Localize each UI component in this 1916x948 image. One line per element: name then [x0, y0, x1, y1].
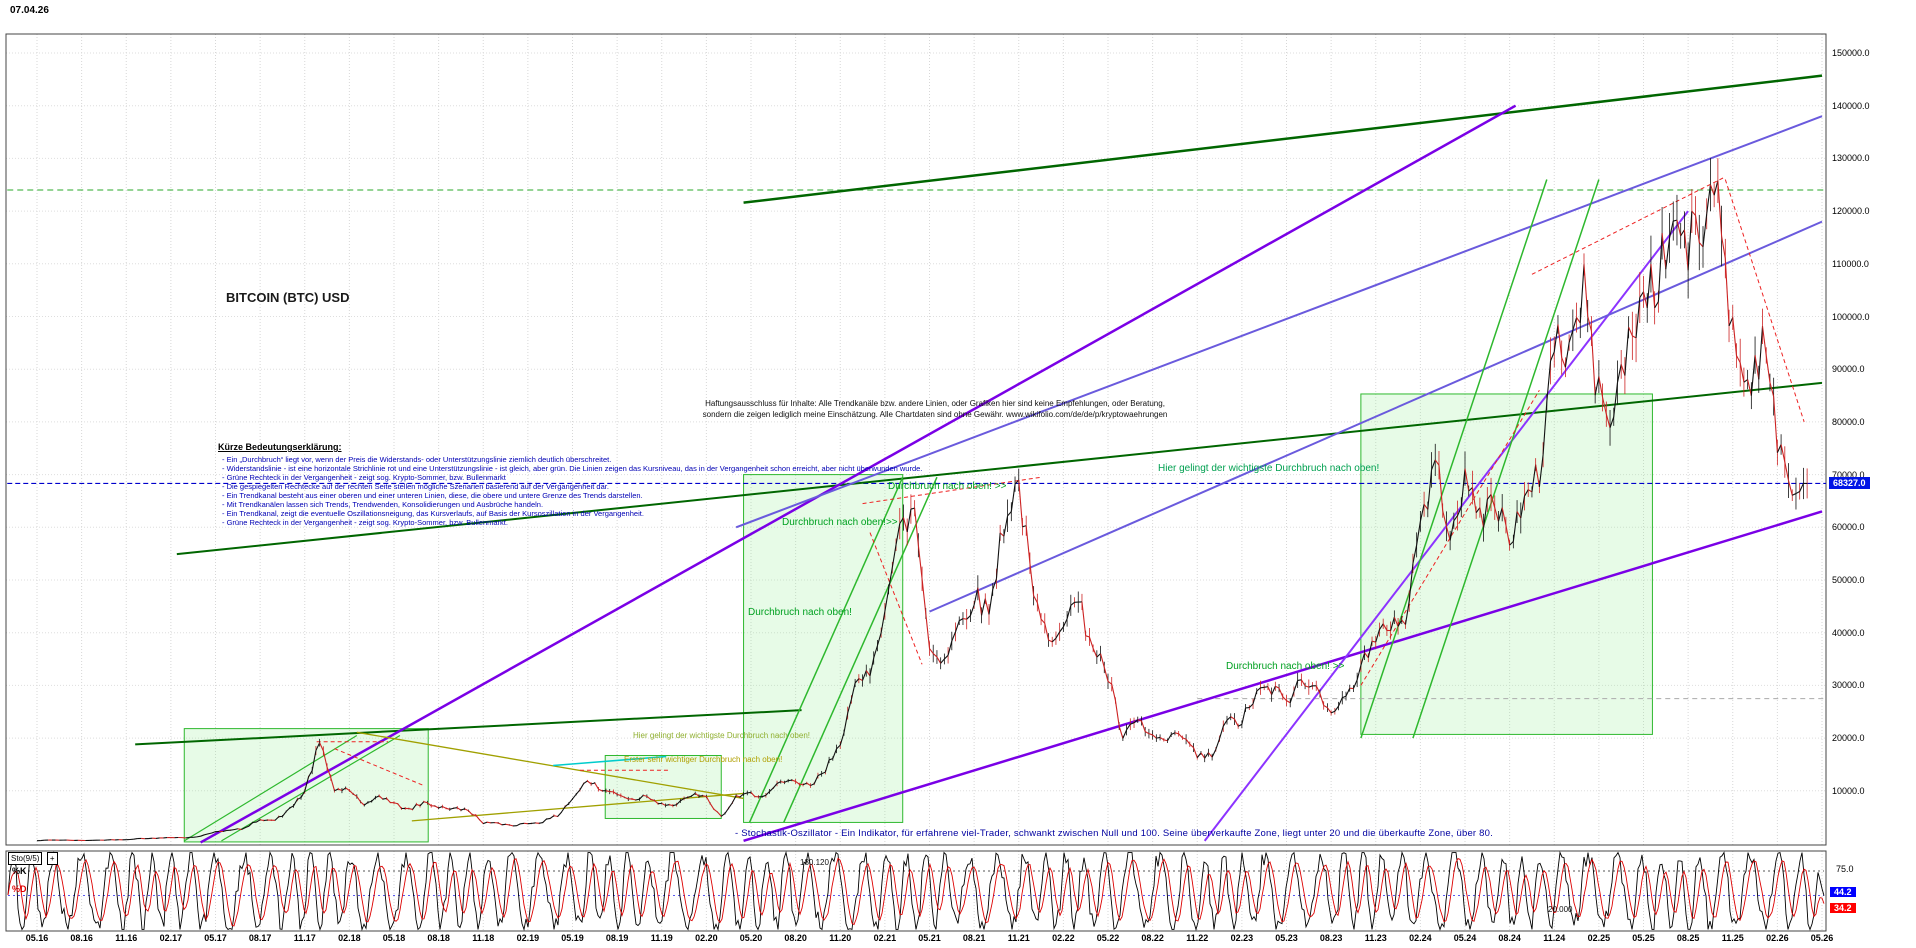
- x-axis-label: 08.17: [248, 933, 272, 943]
- chart-title: BITCOIN (BTC) USD: [226, 290, 350, 305]
- disclaimer-block: Haftungsausschluss für Inhalte: Alle Tre…: [703, 398, 1168, 420]
- y-axis-label: 80000.0: [1832, 416, 1865, 427]
- d-value-badge: 34.2: [1830, 903, 1856, 913]
- legend-block: - Ein „Durchbruch“ liegt vor, wenn der P…: [222, 455, 922, 527]
- stochastic-k-label: %K: [12, 866, 27, 876]
- legend-line: - Die gespiegelten Rechtecke auf der rec…: [222, 482, 609, 491]
- chart-annotation: Hier gelingt der wichtigste Durchbruch n…: [633, 731, 810, 740]
- x-axis-label: 02.24: [1409, 933, 1432, 943]
- x-axis-label: 08.16: [70, 933, 93, 943]
- x-axis-label: 05.16: [25, 933, 49, 943]
- x-axis-label: 02.25: [1587, 933, 1611, 943]
- oscillator-scale-label: 75.0: [1836, 864, 1854, 874]
- x-axis-label: 02.23: [1230, 933, 1254, 943]
- y-axis-label: 120000.0: [1832, 206, 1870, 217]
- oscillator-settings-button[interactable]: Sto(9/5): [8, 852, 43, 865]
- legend-line: - Ein Trendkanal besteht aus einer obere…: [222, 491, 643, 500]
- y-axis-label: 30000.0: [1832, 680, 1865, 691]
- x-axis-label: 11.24: [1543, 933, 1566, 943]
- y-axis-label: 50000.0: [1832, 575, 1865, 585]
- x-axis-label: 11.19: [650, 933, 673, 943]
- oscillator-annotation: 180.120: [800, 858, 829, 867]
- chart-annotation: Erster sehr wichtiger Durchbruch nach ob…: [624, 755, 783, 764]
- y-axis-label: 40000.0: [1832, 627, 1865, 638]
- y-axis-label: 60000.0: [1832, 522, 1865, 533]
- x-axis-label: 02.21: [873, 933, 897, 943]
- disclaimer-line-1: Haftungsausschluss für Inhalte: Alle Tre…: [705, 399, 1165, 408]
- x-axis-label: 05.19: [561, 933, 584, 943]
- x-axis-label: 02.17: [159, 933, 183, 943]
- x-axis-label: 11.16: [115, 933, 138, 943]
- x-axis-label: 02.26: [1766, 933, 1789, 943]
- x-axis-label: 05.20: [739, 933, 763, 943]
- x-axis-label: 02.22: [1052, 933, 1075, 943]
- x-axis-label: 11.21: [1007, 933, 1030, 943]
- oscillator-annotation: 20.000: [1548, 905, 1573, 914]
- y-axis-label: 90000.0: [1832, 364, 1865, 375]
- chart-annotation: Durchbruch nach oben!: [748, 607, 852, 618]
- legend-line: - Ein Trendkanal, zeigt die eventuelle O…: [222, 509, 644, 518]
- x-axis-label: 08.20: [784, 933, 807, 943]
- x-axis-label: 05.24: [1453, 933, 1477, 943]
- add-indicator-button[interactable]: +: [46, 852, 58, 865]
- x-axis-label: 11.25: [1721, 933, 1744, 943]
- x-axis-label: 05.26: [1810, 933, 1834, 943]
- y-axis-label: 70000.0: [1832, 469, 1865, 480]
- legend-line: - Ein „Durchbruch“ liegt vor, wenn der P…: [222, 455, 612, 464]
- x-axis-label: 11.17: [293, 933, 316, 943]
- x-axis-label: 08.25: [1676, 933, 1700, 943]
- x-axis-label: 11.18: [472, 933, 495, 943]
- oscillator-description: - Stochastik-Oszillator - Ein Indikator,…: [735, 828, 1493, 839]
- x-axis-label: 02.20: [695, 933, 718, 943]
- x-axis-label: 05.23: [1275, 933, 1298, 943]
- chart-annotation: Durchbruch nach oben! >>: [1226, 661, 1345, 672]
- x-axis-label: 08.23: [1319, 933, 1343, 943]
- x-axis-label: 05.21: [918, 933, 941, 943]
- x-axis-label: 11.20: [829, 933, 852, 943]
- legend-line: - Grüne Rechteck in der Vergangenheit - …: [222, 518, 508, 527]
- x-axis-label: 11.22: [1186, 933, 1209, 943]
- x-axis-label: 05.25: [1632, 933, 1655, 943]
- legend-heading: Kürze Bedeutungserklärung:: [218, 442, 342, 452]
- y-axis-label: 100000.0: [1832, 311, 1870, 322]
- x-axis-label: 05.18: [382, 933, 406, 943]
- x-axis-label: 08.21: [962, 933, 986, 943]
- x-axis-label: 08.22: [1141, 933, 1164, 943]
- y-axis-label: 140000.0: [1832, 100, 1870, 111]
- x-axis-label: 05.22: [1096, 933, 1120, 943]
- legend-line: - Grüne Rechteck in der Vergangenheit - …: [222, 473, 506, 482]
- current-price-tag: 68327.0: [1829, 477, 1870, 489]
- date-label: 07.04.26: [10, 5, 49, 16]
- disclaimer-line-2: sondern die zeigen lediglich meine Einsc…: [702, 410, 1168, 419]
- x-axis-label: 08.18: [427, 933, 450, 943]
- legend-line: - Widerstandslinie - ist eine horizontal…: [222, 464, 923, 473]
- x-axis-label: 11.23: [1364, 933, 1387, 943]
- k-value-badge: 44.2: [1830, 887, 1856, 897]
- y-axis-label: 110000.0: [1832, 258, 1869, 269]
- oscillator-controls: Sto(9/5) +: [8, 852, 58, 870]
- x-axis-label: 02.19: [516, 933, 540, 943]
- stochastic-d-label: %D: [12, 884, 27, 894]
- chart-annotation: Durchbruch nach oben! >>: [888, 481, 1007, 492]
- legend-line: - Mit Trendkanälen lassen sich Trends, T…: [222, 500, 544, 509]
- chart-annotation: Hier gelingt der wichtigste Durchbruch n…: [1158, 463, 1380, 474]
- y-axis-label: 130000.0: [1832, 153, 1870, 164]
- x-axis-label: 08.19: [605, 933, 629, 943]
- x-axis-label: 02.18: [338, 933, 361, 943]
- x-axis-label: 08.24: [1498, 933, 1521, 943]
- x-axis-label: 05.17: [204, 933, 227, 943]
- y-axis-label: 20000.0: [1832, 733, 1865, 744]
- y-axis-label: 10000.0: [1832, 785, 1865, 796]
- chart-annotation: Durchbruch nach oben!>>: [782, 517, 898, 528]
- y-axis-label: 150000.0: [1832, 48, 1870, 58]
